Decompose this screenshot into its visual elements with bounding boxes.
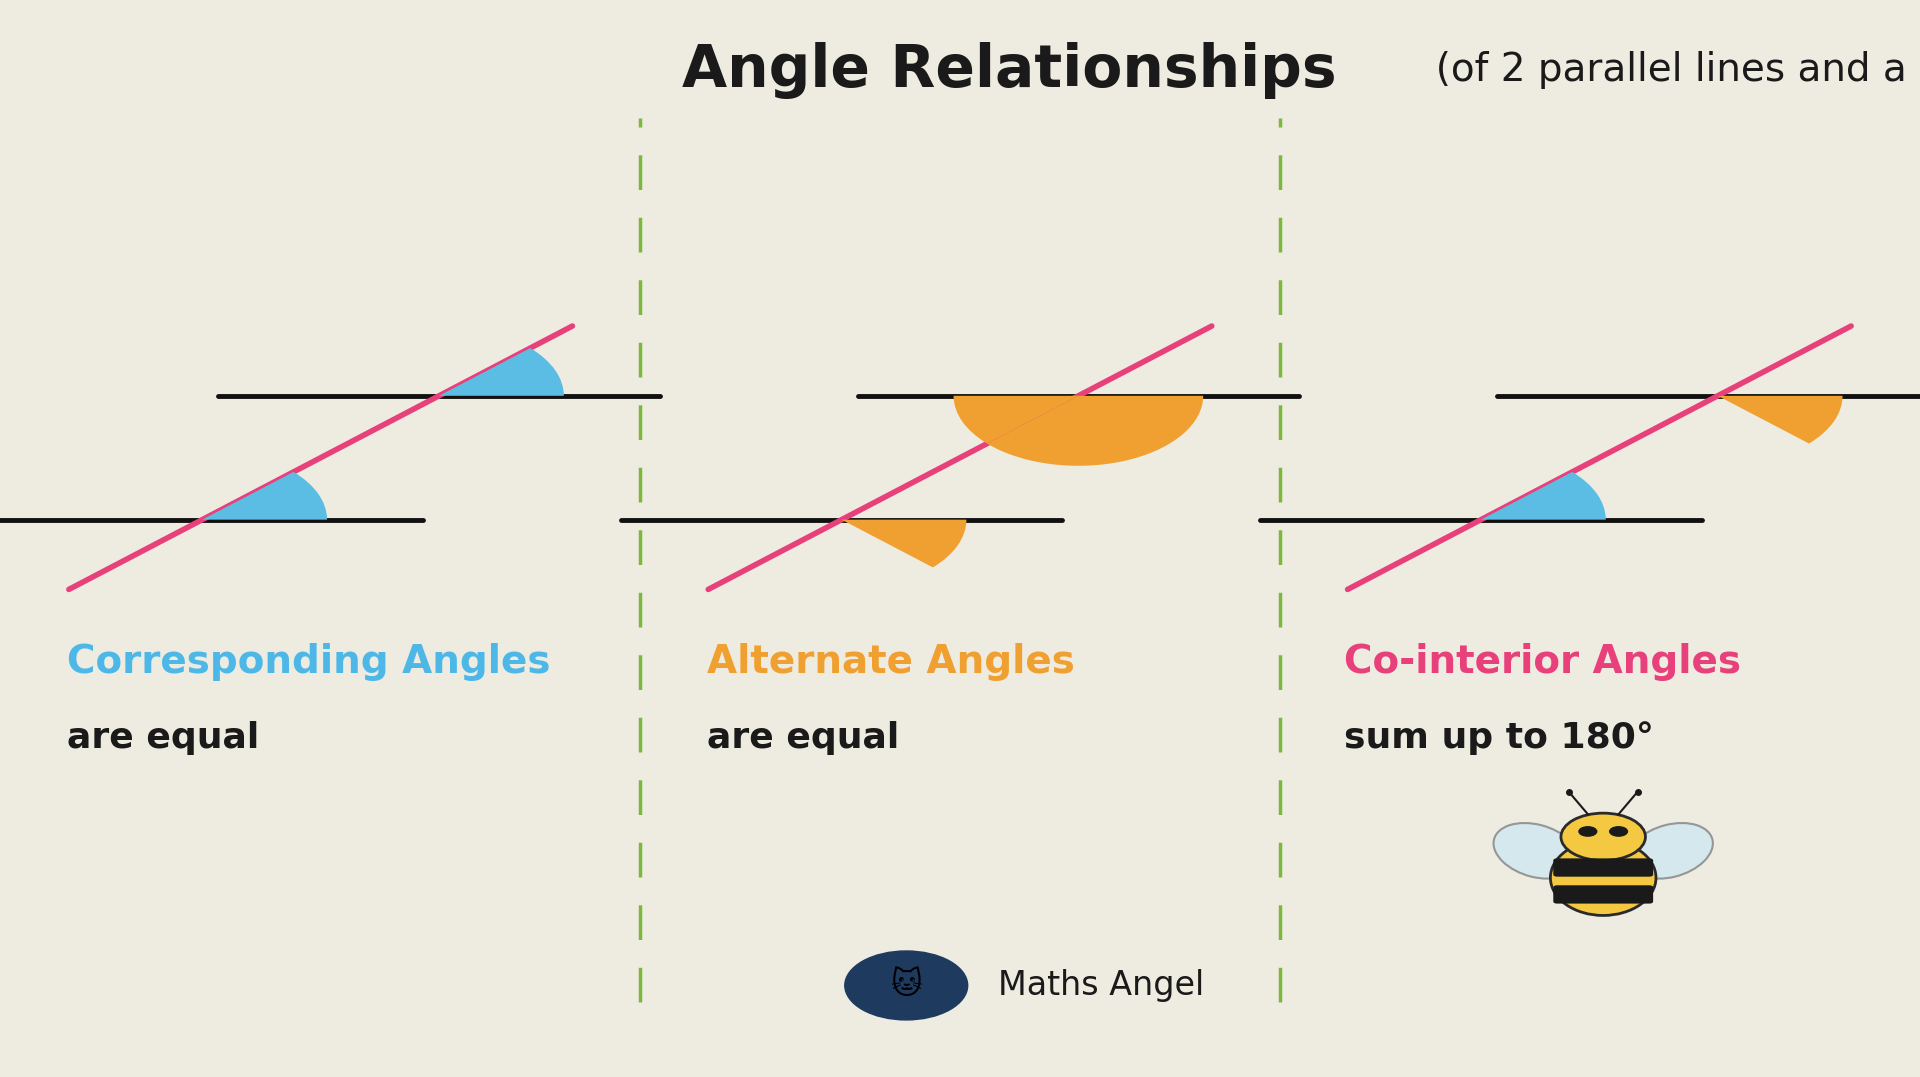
Ellipse shape: [1549, 840, 1655, 915]
Text: sum up to 180°: sum up to 180°: [1344, 721, 1653, 755]
Wedge shape: [1718, 396, 1843, 444]
Text: Maths Angel: Maths Angel: [998, 969, 1204, 1002]
Text: Angle Relationships: Angle Relationships: [682, 42, 1336, 98]
Circle shape: [845, 951, 968, 1020]
Ellipse shape: [1494, 823, 1578, 879]
Wedge shape: [440, 348, 564, 396]
Wedge shape: [202, 472, 326, 520]
Text: are equal: are equal: [67, 721, 259, 755]
Text: Co-interior Angles: Co-interior Angles: [1344, 643, 1741, 682]
Wedge shape: [954, 396, 1079, 444]
Circle shape: [1609, 826, 1628, 837]
Text: are equal: are equal: [707, 721, 899, 755]
Text: Alternate Angles: Alternate Angles: [707, 643, 1075, 682]
Wedge shape: [987, 396, 1204, 465]
Wedge shape: [841, 520, 966, 568]
FancyBboxPatch shape: [1553, 858, 1653, 877]
Text: (of 2 parallel lines and a transversal): (of 2 parallel lines and a transversal): [1411, 51, 1920, 89]
Circle shape: [1578, 826, 1597, 837]
Text: 🐱: 🐱: [891, 970, 922, 1001]
Wedge shape: [1480, 472, 1605, 520]
Text: Corresponding Angles: Corresponding Angles: [67, 643, 551, 682]
FancyBboxPatch shape: [1553, 885, 1653, 904]
Circle shape: [1561, 813, 1645, 861]
Ellipse shape: [1628, 823, 1713, 879]
